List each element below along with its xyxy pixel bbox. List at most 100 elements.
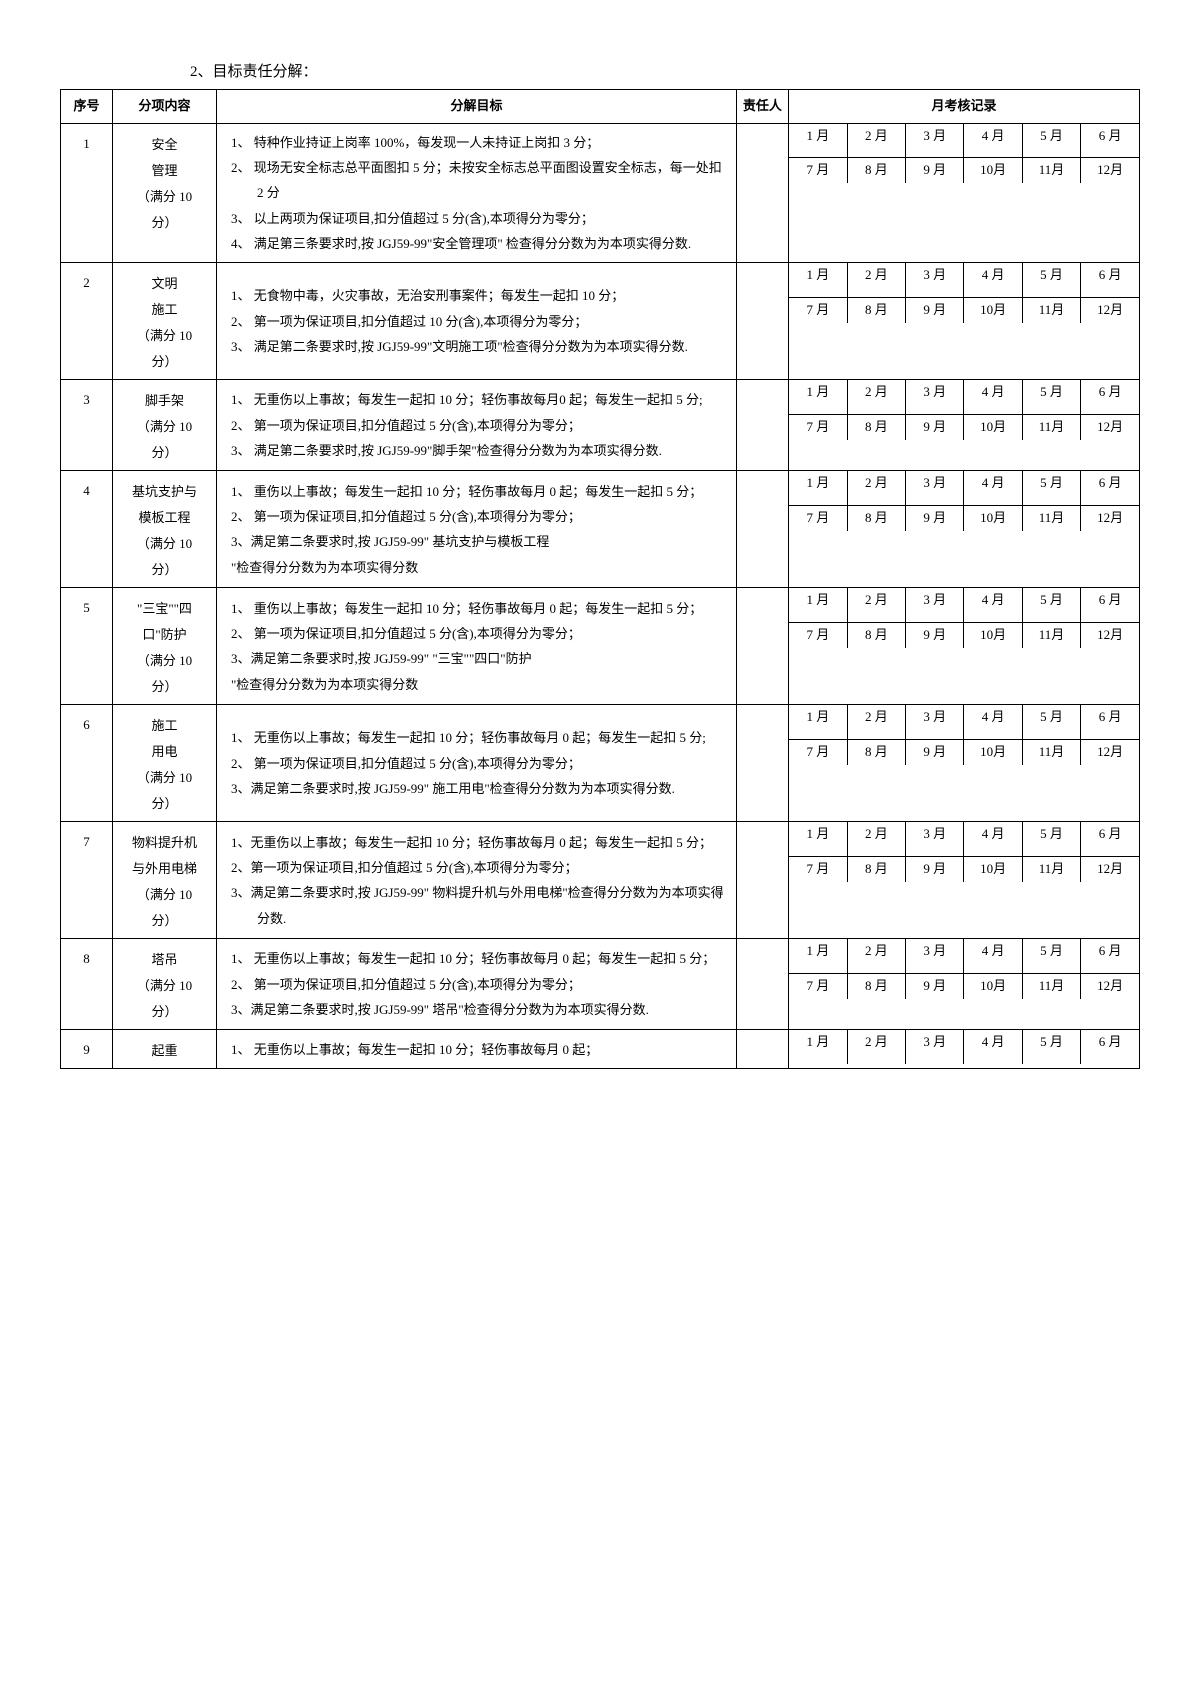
month-cell: 1 月 bbox=[789, 588, 847, 622]
month-cell: 3 月 bbox=[906, 705, 964, 739]
table-row: 1安全管理（满分 10分）1、 特种作业持证上岗率 100%，每发现一人未持证上… bbox=[61, 123, 1140, 263]
month-cell: 1 月 bbox=[789, 380, 847, 414]
month-cell: 4 月 bbox=[964, 380, 1022, 414]
months-container: 1 月2 月3 月4 月5 月6 月7 月8 月9 月10月11月12月 bbox=[788, 263, 1139, 380]
month-cell: 10月 bbox=[964, 505, 1022, 530]
item-cell: 起重 bbox=[112, 1030, 216, 1069]
month-cell: 9 月 bbox=[906, 973, 964, 998]
seq-cell: 4 bbox=[61, 471, 113, 588]
month-cell: 7 月 bbox=[789, 158, 847, 183]
month-cell: 12月 bbox=[1081, 158, 1139, 183]
month-cell: 6 月 bbox=[1081, 380, 1139, 414]
month-cell: 4 月 bbox=[964, 124, 1022, 158]
month-cell: 5 月 bbox=[1022, 263, 1080, 297]
seq-cell: 1 bbox=[61, 123, 113, 263]
month-cell: 8 月 bbox=[847, 622, 905, 647]
table-row: 3脚手架（满分 10分）1、 无重伤以上事故；每发生一起扣 10 分；轻伤事故每… bbox=[61, 380, 1140, 471]
item-cell: 文明施工（满分 10分） bbox=[112, 263, 216, 380]
month-cell: 9 月 bbox=[906, 297, 964, 322]
month-cell: 1 月 bbox=[789, 263, 847, 297]
month-cell: 7 月 bbox=[789, 739, 847, 764]
month-cell: 7 月 bbox=[789, 505, 847, 530]
item-cell: 安全管理（满分 10分） bbox=[112, 123, 216, 263]
month-cell: 5 月 bbox=[1022, 380, 1080, 414]
month-cell: 9 月 bbox=[906, 158, 964, 183]
person-cell bbox=[736, 380, 788, 471]
months-container: 1 月2 月3 月4 月5 月6 月7 月8 月9 月10月11月12月 bbox=[788, 471, 1139, 588]
month-cell: 11月 bbox=[1022, 622, 1080, 647]
month-cell: 11月 bbox=[1022, 158, 1080, 183]
month-cell: 2 月 bbox=[847, 1030, 905, 1064]
month-cell: 3 月 bbox=[906, 380, 964, 414]
person-cell bbox=[736, 471, 788, 588]
main-table: 序号 分项内容 分解目标 责任人 月考核记录 1安全管理（满分 10分）1、 特… bbox=[60, 89, 1140, 1069]
month-cell: 12月 bbox=[1081, 414, 1139, 439]
month-cell: 10月 bbox=[964, 414, 1022, 439]
month-cell: 12月 bbox=[1081, 973, 1139, 998]
months-container: 1 月2 月3 月4 月5 月6 月7 月8 月9 月10月11月12月 bbox=[788, 822, 1139, 939]
seq-cell: 8 bbox=[61, 939, 113, 1030]
table-row: 5"三宝""四口"防护（满分 10分）1、 重伤以上事故；每发生一起扣 10 分… bbox=[61, 588, 1140, 705]
months-container: 1 月2 月3 月4 月5 月6 月 bbox=[788, 1030, 1139, 1069]
month-cell: 1 月 bbox=[789, 471, 847, 505]
month-cell: 8 月 bbox=[847, 505, 905, 530]
month-cell: 3 月 bbox=[906, 263, 964, 297]
month-cell: 2 月 bbox=[847, 471, 905, 505]
month-cell: 3 月 bbox=[906, 471, 964, 505]
month-cell: 2 月 bbox=[847, 822, 905, 856]
month-cell: 5 月 bbox=[1022, 124, 1080, 158]
months-container: 1 月2 月3 月4 月5 月6 月7 月8 月9 月10月11月12月 bbox=[788, 705, 1139, 822]
month-cell: 5 月 bbox=[1022, 1030, 1080, 1064]
target-cell: 1、 无重伤以上事故；每发生一起扣 10 分；轻伤事故每月 0 起； bbox=[216, 1030, 736, 1069]
month-cell: 1 月 bbox=[789, 822, 847, 856]
person-cell bbox=[736, 822, 788, 939]
target-cell: 1、 重伤以上事故；每发生一起扣 10 分；轻伤事故每月 0 起；每发生一起扣 … bbox=[216, 471, 736, 588]
month-cell: 3 月 bbox=[906, 939, 964, 973]
month-cell: 5 月 bbox=[1022, 471, 1080, 505]
month-cell: 8 月 bbox=[847, 414, 905, 439]
month-cell: 3 月 bbox=[906, 822, 964, 856]
month-cell: 4 月 bbox=[964, 705, 1022, 739]
seq-cell: 3 bbox=[61, 380, 113, 471]
seq-cell: 5 bbox=[61, 588, 113, 705]
month-cell: 7 月 bbox=[789, 297, 847, 322]
seq-cell: 9 bbox=[61, 1030, 113, 1069]
month-cell: 4 月 bbox=[964, 263, 1022, 297]
months-container: 1 月2 月3 月4 月5 月6 月7 月8 月9 月10月11月12月 bbox=[788, 588, 1139, 705]
month-cell: 9 月 bbox=[906, 505, 964, 530]
month-cell: 12月 bbox=[1081, 622, 1139, 647]
table-row: 8塔吊（满分 10分）1、 无重伤以上事故；每发生一起扣 10 分；轻伤事故每月… bbox=[61, 939, 1140, 1030]
month-cell: 1 月 bbox=[789, 1030, 847, 1064]
month-cell: 10月 bbox=[964, 973, 1022, 998]
target-cell: 1、 无重伤以上事故；每发生一起扣 10 分；轻伤事故每月 0 起；每发生一起扣… bbox=[216, 705, 736, 822]
month-cell: 2 月 bbox=[847, 588, 905, 622]
seq-cell: 6 bbox=[61, 705, 113, 822]
table-row: 2文明施工（满分 10分）1、 无食物中毒，火灾事故，无治安刑事案件；每发生一起… bbox=[61, 263, 1140, 380]
month-cell: 8 月 bbox=[847, 158, 905, 183]
month-cell: 12月 bbox=[1081, 297, 1139, 322]
month-cell: 12月 bbox=[1081, 739, 1139, 764]
month-cell: 8 月 bbox=[847, 297, 905, 322]
month-cell: 3 月 bbox=[906, 1030, 964, 1064]
person-cell bbox=[736, 705, 788, 822]
document-title: 2、目标责任分解： bbox=[190, 60, 1140, 81]
month-cell: 11月 bbox=[1022, 739, 1080, 764]
target-cell: 1、 无重伤以上事故；每发生一起扣 10 分；轻伤事故每月0 起；每发生一起扣 … bbox=[216, 380, 736, 471]
month-cell: 5 月 bbox=[1022, 939, 1080, 973]
table-row: 9起重1、 无重伤以上事故；每发生一起扣 10 分；轻伤事故每月 0 起； 1 月… bbox=[61, 1030, 1140, 1069]
month-cell: 9 月 bbox=[906, 739, 964, 764]
month-cell: 7 月 bbox=[789, 856, 847, 881]
months-container: 1 月2 月3 月4 月5 月6 月7 月8 月9 月10月11月12月 bbox=[788, 939, 1139, 1030]
month-cell: 2 月 bbox=[847, 380, 905, 414]
months-container: 1 月2 月3 月4 月5 月6 月7 月8 月9 月10月11月12月 bbox=[788, 380, 1139, 471]
person-cell bbox=[736, 588, 788, 705]
month-cell: 1 月 bbox=[789, 124, 847, 158]
month-cell: 4 月 bbox=[964, 939, 1022, 973]
month-cell: 6 月 bbox=[1081, 263, 1139, 297]
month-cell: 9 月 bbox=[906, 856, 964, 881]
header-record: 月考核记录 bbox=[788, 90, 1139, 124]
month-cell: 3 月 bbox=[906, 124, 964, 158]
month-cell: 8 月 bbox=[847, 856, 905, 881]
item-cell: "三宝""四口"防护（满分 10分） bbox=[112, 588, 216, 705]
item-cell: 物料提升机与外用电梯（满分 10分） bbox=[112, 822, 216, 939]
